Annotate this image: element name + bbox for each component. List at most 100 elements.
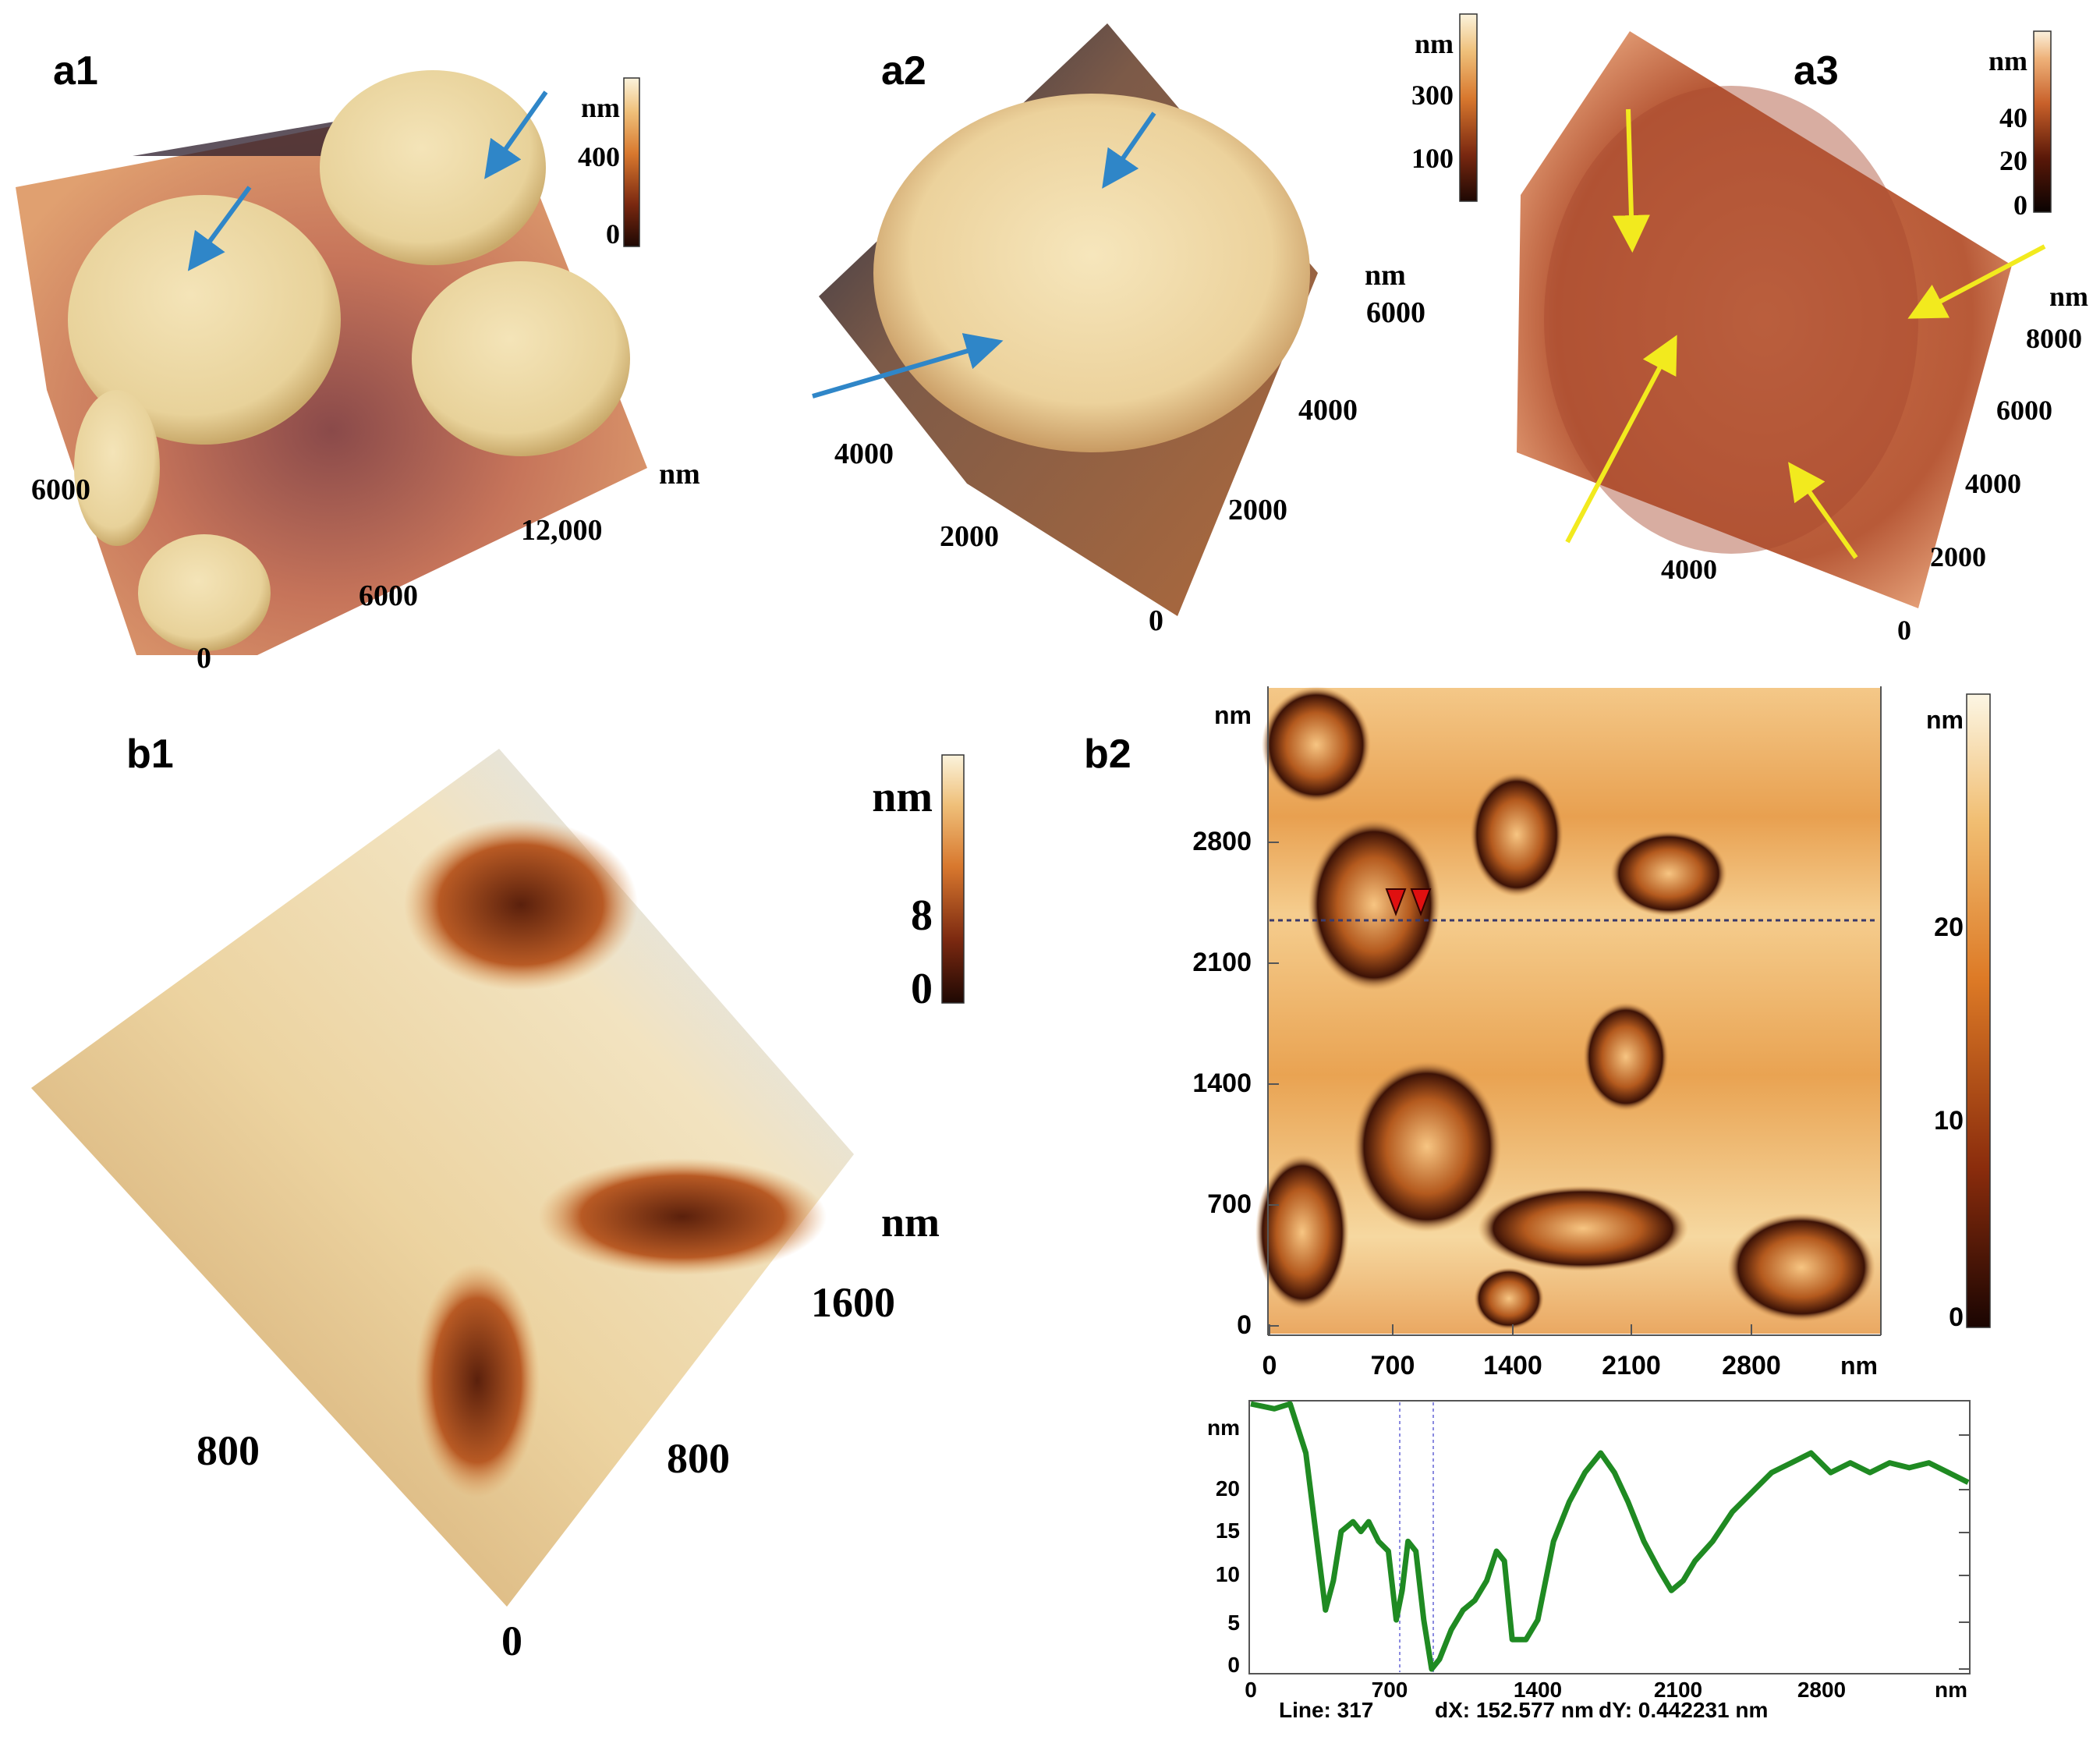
b2-profile-y-unit: nm (1207, 1416, 1240, 1440)
b2-y-tick-label: 0 (1237, 1310, 1252, 1340)
b2-x-tick-label: 2800 (1722, 1351, 1781, 1380)
a1-colorbar-tick: 0 (606, 218, 620, 250)
b2-colorbar (1966, 693, 1991, 1328)
panel-b1: b1 nm 8 0 nm 1600 800 800 0 (31, 732, 965, 1664)
a1-axis-label: 12,000 (521, 514, 603, 547)
b2-profile-x-tick: 700 (1372, 1678, 1408, 1702)
b1-pit (404, 819, 638, 990)
b2-profile-x-tick: 2100 (1654, 1678, 1702, 1702)
b2-profile-frame (1248, 1400, 1971, 1674)
panel-a1: a1 nm 400 0 6000 0 6000 12,000 nm (16, 48, 700, 675)
a2-axis-label: nm (1365, 259, 1406, 292)
a3-axis-label: 0 (1897, 615, 1911, 646)
a2-axis-label: 0 (1149, 604, 1163, 637)
a3-cell (1544, 86, 1918, 554)
b2-y-unit: nm (1214, 701, 1252, 729)
b1-pit (538, 1158, 827, 1275)
b2-profile-footer-dx: dX: 152.577 nm (1435, 1698, 1594, 1722)
a2-colorbar-unit: nm (1415, 28, 1454, 59)
b2-cursor-marker (1410, 888, 1432, 916)
b1-axis-label: 0 (501, 1618, 522, 1664)
a1-axis-label: 0 (197, 642, 211, 675)
a3-colorbar (2033, 30, 2052, 213)
b2-x-unit: nm (1840, 1352, 1878, 1380)
a2-arrow (1102, 112, 1156, 189)
a2-label: a2 (881, 48, 926, 94)
b2-profile-y-tick: 10 (1216, 1562, 1240, 1586)
a2-colorbar (1459, 13, 1478, 202)
a1-disk (138, 534, 271, 651)
a2-axis-label: 2000 (940, 520, 999, 553)
b2-profile-right-ticks (1959, 1434, 1970, 1670)
a2-axis-label: 4000 (834, 438, 894, 470)
b2-x-tick-label: 700 (1371, 1351, 1415, 1380)
b2-profile-y-tick: 15 (1216, 1519, 1240, 1543)
a3-axis-label: nm (2049, 281, 2088, 312)
a3-axis-label: 8000 (2026, 323, 2082, 354)
panel-a3: a3 nm 40 20 0 nm 8000 6000 4000 2000 400… (1517, 30, 2088, 646)
a1-disk (412, 261, 630, 456)
a3-label: a3 (1794, 48, 1839, 94)
a3-axis-label: 6000 (1996, 395, 2052, 426)
b1-axis-label: 800 (197, 1427, 260, 1474)
b2-x-ticks (1269, 1324, 1752, 1335)
a3-axis-label: 4000 (1965, 468, 2021, 499)
b2-y-tick-label: 2100 (1192, 948, 1252, 977)
a2-colorbar-tick: 100 (1411, 143, 1454, 174)
b2-profile-footer-line: Line: 317 (1279, 1698, 1373, 1722)
a1-label: a1 (53, 48, 98, 94)
a1-disk (68, 195, 341, 445)
b2-profile-y-tick: 0 (1227, 1653, 1240, 1677)
a3-arrow (1907, 244, 2046, 319)
b2-x-tick-label: 2100 (1602, 1351, 1661, 1380)
a3-arrow (1612, 108, 1650, 253)
a3-colorbar-unit: nm (1988, 45, 2027, 76)
a1-axis-label: 6000 (359, 579, 418, 612)
a2-disk (873, 94, 1310, 452)
b2-profile-line (1250, 1401, 1970, 1672)
a2-axis-label: 2000 (1228, 494, 1287, 526)
b2-colorbar-tick: 20 (1934, 913, 1964, 942)
a1-disk (320, 70, 546, 265)
b2-profile-x-tick: 0 (1245, 1678, 1257, 1702)
b1-axis-label: 1600 (811, 1279, 895, 1326)
b2-cursor-marker (1385, 888, 1407, 916)
a3-surface (1517, 31, 2012, 608)
b2-y-tick-label: 2800 (1192, 827, 1252, 856)
b2-x-tick-label: 1400 (1483, 1351, 1542, 1380)
b2-profile-y-tick: 20 (1216, 1476, 1240, 1501)
b2-y-tick-label: 1400 (1192, 1068, 1252, 1098)
a3-axis-label: 2000 (1930, 541, 1986, 572)
a3-arrow (1788, 462, 1858, 559)
a2-arrow (812, 333, 1004, 399)
a3-colorbar-tick: 20 (1999, 145, 2027, 176)
b2-clusters (1255, 686, 1875, 1330)
a2-axis-label: 4000 (1298, 394, 1358, 427)
b2-label: b2 (1084, 732, 1131, 777)
a1-arrow (484, 90, 548, 179)
a1-colorbar-tick: 400 (578, 141, 620, 172)
a1-colorbar (623, 77, 640, 247)
a3-colorbar-tick: 0 (2013, 190, 2027, 221)
b1-colorbar-unit: nm (872, 773, 933, 821)
b2-profile-panel: nm 20 15 10 5 0 0 700 1400 2100 2800 nm … (1207, 1400, 1971, 1722)
b2-x-tick-label: 0 (1262, 1351, 1277, 1380)
b1-axis-label: nm (881, 1199, 940, 1246)
b1-colorbar-tick: 8 (911, 891, 933, 940)
a2-colorbar-tick: 300 (1411, 80, 1454, 111)
a1-axis-label: 6000 (31, 473, 90, 506)
b2-profile-x-unit: nm (1935, 1678, 1967, 1702)
a2-axis-label: 6000 (1366, 296, 1425, 329)
b2-profile-x-tick: 1400 (1514, 1678, 1562, 1702)
b1-surface (31, 749, 854, 1607)
a3-axis-label: 4000 (1661, 554, 1717, 585)
panel-b2: b2 nm 2800 2100 1400 700 0 0 700 1 (1084, 686, 1991, 1380)
b2-profile-x-tick: 2800 (1797, 1678, 1846, 1702)
a1-colorbar-unit: nm (581, 92, 620, 123)
a3-colorbar-tick: 40 (1999, 102, 2027, 133)
panel-a2: a2 nm 300 100 4000 2000 nm 6000 4000 200… (812, 13, 1478, 637)
a3-arrow (1565, 335, 1677, 544)
a1-arrow (187, 186, 252, 271)
b2-profile-y-tick: 5 (1227, 1611, 1240, 1635)
